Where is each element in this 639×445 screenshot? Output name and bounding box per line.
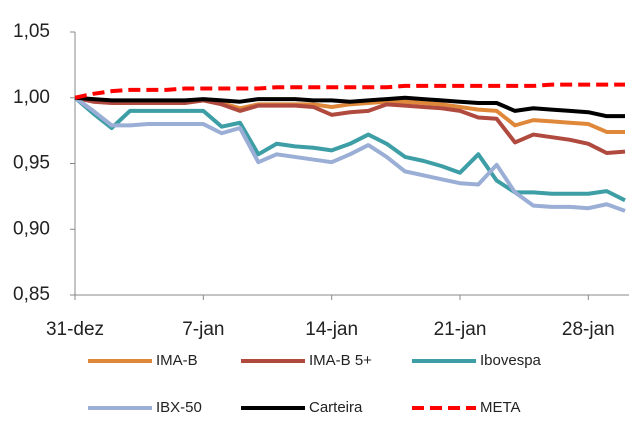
series-line bbox=[74, 95, 625, 119]
series-line bbox=[74, 95, 626, 155]
legend-label: META bbox=[480, 399, 521, 416]
legend-label: IBX-50 bbox=[156, 399, 202, 416]
x-tick-label: 28-jan bbox=[562, 319, 615, 340]
legend-label: IMA-B bbox=[156, 352, 198, 369]
x-tick-label: 14-jan bbox=[305, 319, 358, 340]
y-tick-label: 1,05 bbox=[13, 21, 50, 42]
x-tick-label: 31-dez bbox=[46, 319, 104, 340]
y-tick-label: 0,95 bbox=[13, 153, 50, 174]
y-tick-label: 0,85 bbox=[13, 284, 50, 305]
series-line bbox=[74, 82, 625, 100]
y-tick-label: 1,00 bbox=[13, 87, 50, 108]
x-tick-label: 21-jan bbox=[434, 319, 487, 340]
series-line bbox=[73, 96, 626, 213]
series-line bbox=[73, 96, 626, 203]
x-tick-label: 7-jan bbox=[182, 319, 224, 340]
legend-label: Ibovespa bbox=[480, 352, 542, 369]
legend-label: Carteira bbox=[309, 399, 363, 416]
legend-label: IMA-B 5+ bbox=[309, 352, 372, 369]
y-tick-label: 0,90 bbox=[13, 218, 50, 239]
